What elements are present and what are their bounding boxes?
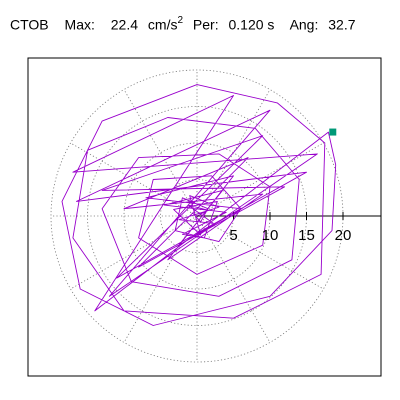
grid-spoke-150 <box>70 142 198 217</box>
radial-tick-label-5: 5 <box>229 227 237 244</box>
orbit-trace <box>61 84 337 326</box>
orbit-trace-group <box>61 84 337 326</box>
period-label: Per: <box>192 16 219 33</box>
end-marker <box>329 128 337 136</box>
grid-spoke-60 <box>196 89 271 217</box>
grid-spoke-330 <box>196 215 324 290</box>
plot-frame <box>27 57 382 377</box>
radial-tick-label-15: 15 <box>298 227 315 244</box>
station-code: CTOB <box>10 16 49 33</box>
max-label: Max: <box>64 16 95 33</box>
end-marker-group <box>329 128 337 136</box>
grid-spoke-30 <box>196 142 324 217</box>
period-value: 0.120 s <box>228 16 275 33</box>
radial-tick-label-10: 10 <box>262 227 279 244</box>
max-unit-exponent: 2 <box>177 15 184 26</box>
angle-label: Ang: <box>289 16 319 33</box>
angle-value: 32.7 <box>328 16 356 33</box>
radial-tick-label-20: 20 <box>335 227 352 244</box>
grid-spoke-120 <box>123 89 198 217</box>
radial-tick-labels: 5 10 15 20 <box>229 227 351 244</box>
max-value: 22.4 <box>110 16 139 33</box>
chart-header: CTOB Max: 22.4 cm/s2 Per: 0.120 s Ang: 3… <box>10 15 356 33</box>
max-unit: cm/s <box>147 16 178 33</box>
grid-spoke-300 <box>196 215 271 343</box>
